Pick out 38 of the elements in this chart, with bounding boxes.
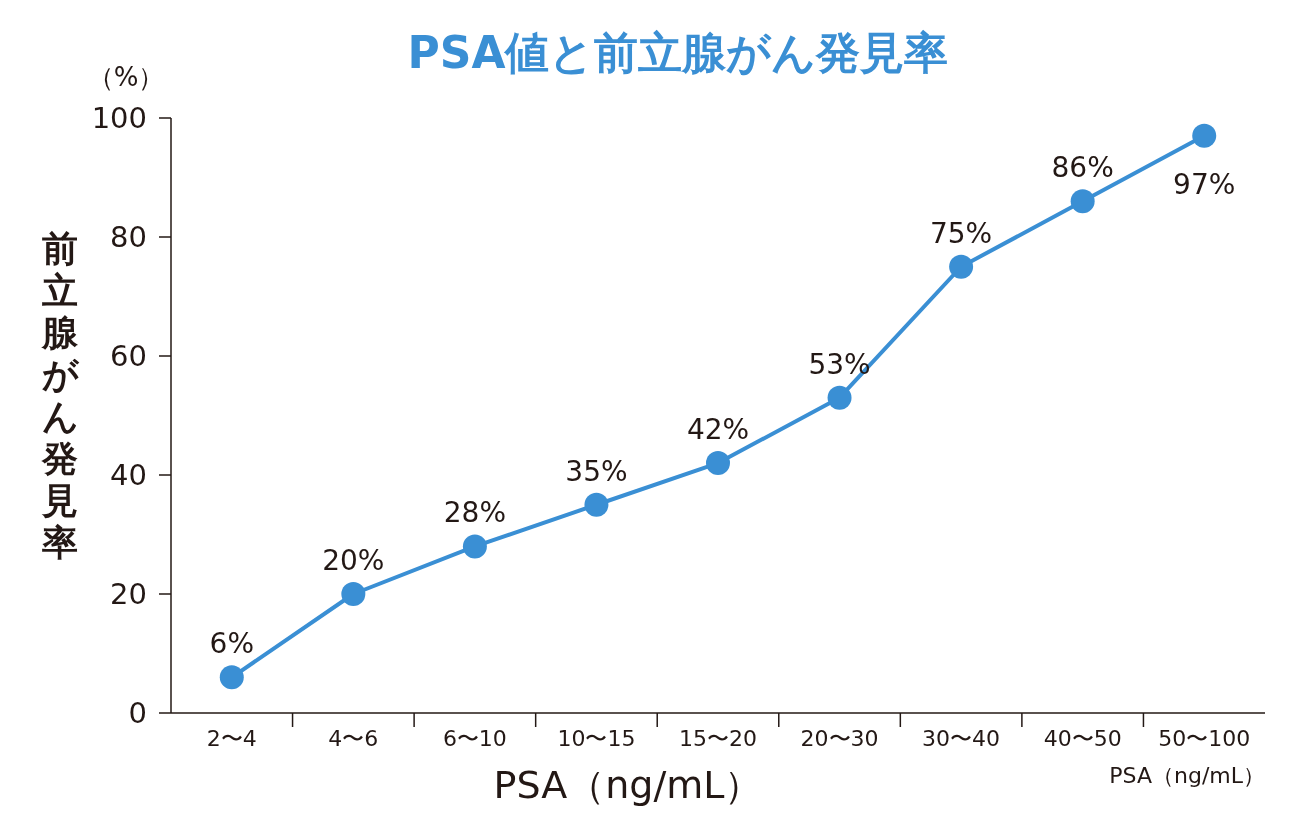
x-tick-label: 20〜30 — [800, 726, 879, 751]
point — [462, 534, 487, 559]
point — [219, 665, 244, 690]
text: （%） — [87, 62, 165, 92]
x-tick-label: 4〜6 — [328, 726, 379, 751]
point — [584, 492, 609, 517]
x-tick-label: 15〜20 — [679, 726, 757, 751]
point — [827, 385, 852, 410]
point — [341, 582, 366, 606]
data-label: 35% — [565, 454, 628, 488]
data-label: 20% — [322, 544, 385, 577]
data-label: 28% — [443, 496, 507, 530]
text: PSA（ng/mL） — [1109, 763, 1265, 788]
x-tick-label: 40〜50 — [1043, 726, 1122, 751]
data-label: 97% — [1173, 167, 1236, 201]
y-tick-label: 0 — [128, 696, 147, 730]
x-tick-label: 50〜100 — [1158, 726, 1251, 751]
x-tick-label: 6〜10 — [442, 726, 507, 751]
data-label: 42% — [686, 413, 750, 447]
x-tick-label: 30〜40 — [922, 726, 1001, 751]
data-label: 75% — [929, 216, 993, 250]
x-tick-label: 2〜4 — [206, 726, 257, 751]
y-axis-title: 前立腺がん発見率 — [41, 227, 80, 563]
data-label: 6% — [209, 627, 254, 661]
y-tick-label: 80 — [110, 220, 147, 254]
point — [706, 451, 730, 476]
point — [1192, 123, 1217, 148]
x-axis-title: PSA（ng/mL） — [493, 763, 763, 807]
point — [949, 254, 974, 279]
data-label: 53% — [808, 347, 871, 381]
point — [1070, 189, 1095, 214]
chart-title: PSA値と前立腺がん発見率 — [407, 27, 949, 78]
x-tick-label: 10〜15 — [557, 726, 636, 751]
data-label: 86% — [1051, 151, 1114, 185]
y-tick-label: 20 — [110, 577, 147, 611]
y-tick-label: 100 — [91, 101, 147, 135]
y-tick-label: 60 — [110, 339, 147, 373]
y-tick-label: 40 — [110, 458, 147, 492]
